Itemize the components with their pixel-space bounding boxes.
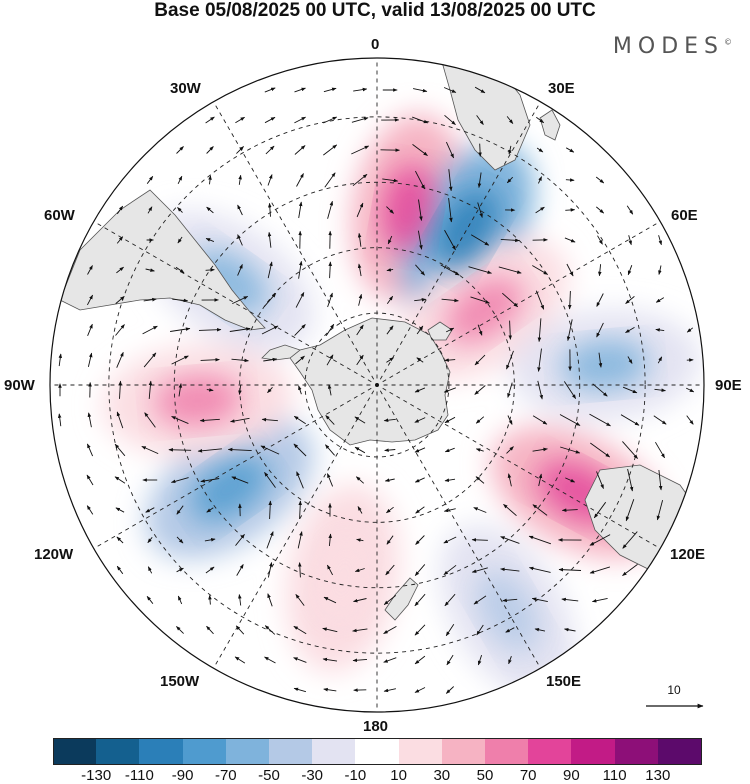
- south-pole-marker: [375, 383, 379, 387]
- lon-label-60e: 60E: [671, 207, 698, 224]
- lon-label-120e: 120E: [670, 546, 705, 563]
- wind-vector: [169, 450, 191, 451]
- wind-vector: [566, 180, 574, 181]
- wind-vector: [565, 210, 574, 211]
- lon-label-180: 180: [363, 718, 388, 735]
- vector-scale-label: 10: [660, 683, 688, 697]
- lon-label-150w: 150W: [160, 673, 199, 690]
- wind-vector: [206, 270, 215, 271]
- colorbar-tick-label: 130: [633, 767, 683, 784]
- wind-vector: [472, 540, 488, 541]
- colorbar-frame: [53, 738, 702, 765]
- lon-label-30w: 30W: [170, 80, 201, 97]
- lon-label-150e: 150E: [546, 673, 581, 690]
- lon-label-0: 0: [371, 36, 379, 53]
- lon-label-90e: 90E: [715, 377, 742, 394]
- lon-label-90w: 90W: [4, 377, 35, 394]
- lon-label-60w: 60W: [44, 207, 75, 224]
- lon-label-30e: 30E: [548, 80, 575, 97]
- wind-vector: [480, 144, 481, 157]
- lon-label-120w: 120W: [34, 546, 73, 563]
